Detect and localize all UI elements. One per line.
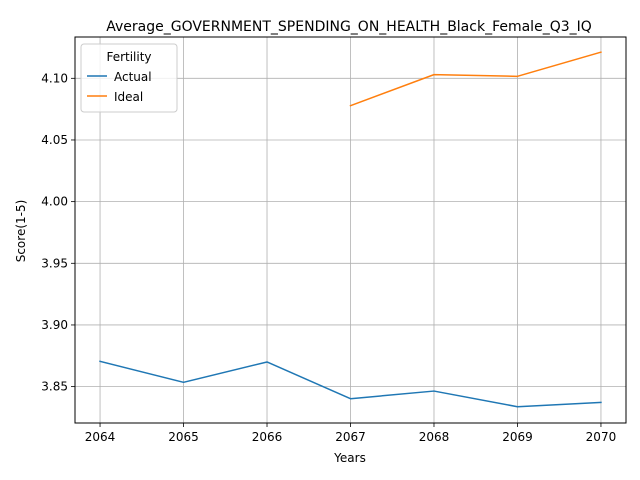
y-axis-label: Score(1-5) xyxy=(14,200,28,263)
legend-label-actual: Actual xyxy=(114,70,152,84)
grid xyxy=(75,37,626,423)
x-tick-label: 2068 xyxy=(419,430,450,444)
legend-title: Fertility xyxy=(106,50,151,64)
x-tick-label: 2070 xyxy=(586,430,617,444)
x-tick-label: 2064 xyxy=(85,430,116,444)
series-layer xyxy=(99,51,602,408)
x-axis-label: Years xyxy=(333,451,366,465)
y-tick-label: 3.90 xyxy=(41,318,68,332)
y-tick-label: 3.95 xyxy=(41,256,68,270)
legend-box xyxy=(80,43,178,113)
y-tick-label: 4.05 xyxy=(41,133,68,147)
y-tick-label: 4.10 xyxy=(41,71,68,85)
x-tick-label: 2065 xyxy=(168,430,199,444)
y-tick-label: 3.85 xyxy=(41,380,68,394)
series-line-ideal xyxy=(349,51,602,107)
legend-label-ideal: Ideal xyxy=(114,90,143,104)
series-line-actual xyxy=(99,360,602,408)
chart-title: Average_GOVERNMENT_SPENDING_ON_HEALTH_Bl… xyxy=(106,19,592,35)
legend: Fertility Actual Ideal xyxy=(80,43,178,113)
x-tick-label: 2069 xyxy=(502,430,533,444)
x-axis-ticks: 2064 2065 2066 2067 2068 2069 2070 xyxy=(85,423,616,444)
y-tick-label: 4.00 xyxy=(41,195,68,209)
x-tick-label: 2066 xyxy=(252,430,283,444)
y-axis-ticks: 3.85 3.90 3.95 4.00 4.05 4.10 xyxy=(41,71,75,394)
x-tick-label: 2067 xyxy=(335,430,366,444)
